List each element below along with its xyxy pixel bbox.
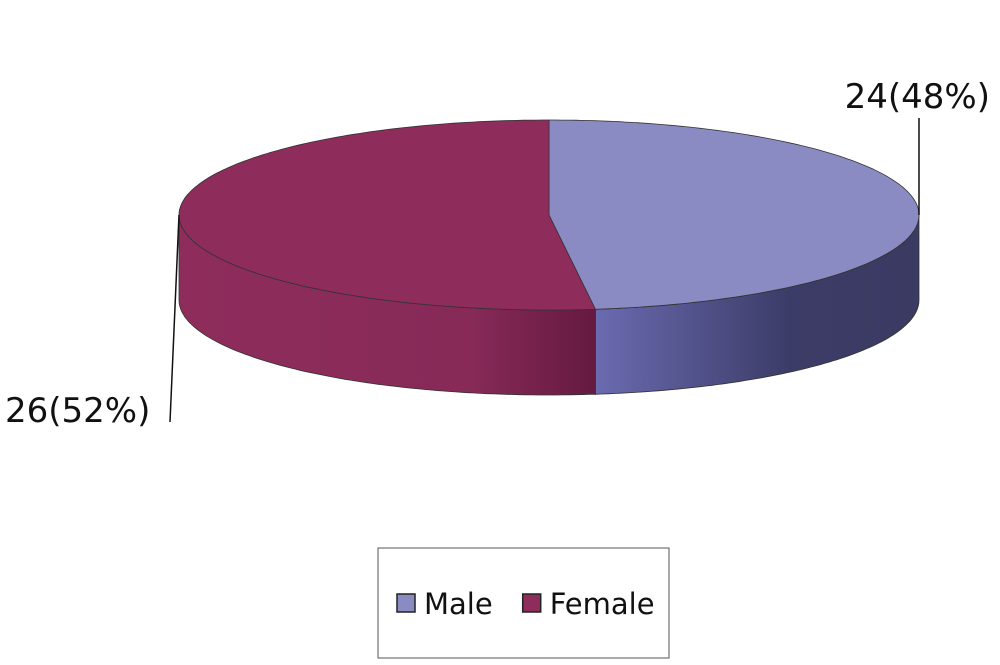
pie: 24(48%) 26(52%)	[5, 77, 990, 431]
leader-line	[169, 214, 180, 423]
data-label: 24(48%)	[845, 77, 990, 117]
data-label: 26(52%)	[5, 391, 150, 431]
legend: Male Female	[396, 587, 655, 621]
legend-swatch	[396, 593, 416, 613]
legend-swatch	[521, 593, 542, 613]
legend-label: Female	[550, 587, 655, 621]
slice	[178, 119, 597, 311]
legend-label: Male	[424, 587, 493, 621]
